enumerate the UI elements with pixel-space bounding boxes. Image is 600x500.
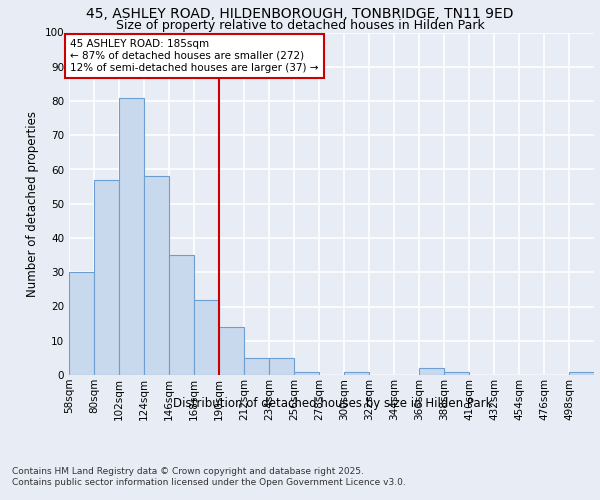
Text: Size of property relative to detached houses in Hilden Park: Size of property relative to detached ho…	[116, 19, 484, 32]
Bar	[269, 358, 294, 375]
Bar	[294, 372, 319, 375]
Text: 45, ASHLEY ROAD, HILDENBOROUGH, TONBRIDGE, TN11 9ED: 45, ASHLEY ROAD, HILDENBOROUGH, TONBRIDG…	[86, 8, 514, 22]
Bar	[69, 272, 94, 375]
Bar	[344, 372, 369, 375]
Bar	[94, 180, 119, 375]
Bar	[569, 372, 594, 375]
Text: 45 ASHLEY ROAD: 185sqm
← 87% of detached houses are smaller (272)
12% of semi-de: 45 ASHLEY ROAD: 185sqm ← 87% of detached…	[70, 40, 319, 72]
Bar	[194, 300, 219, 375]
Y-axis label: Number of detached properties: Number of detached properties	[26, 111, 39, 296]
Text: Contains HM Land Registry data © Crown copyright and database right 2025.
Contai: Contains HM Land Registry data © Crown c…	[12, 468, 406, 487]
Text: Distribution of detached houses by size in Hilden Park: Distribution of detached houses by size …	[173, 398, 493, 410]
Bar	[419, 368, 444, 375]
Bar	[144, 176, 169, 375]
Bar	[169, 255, 194, 375]
Bar	[219, 327, 244, 375]
Bar	[119, 98, 144, 375]
Bar	[444, 372, 469, 375]
Bar	[244, 358, 269, 375]
